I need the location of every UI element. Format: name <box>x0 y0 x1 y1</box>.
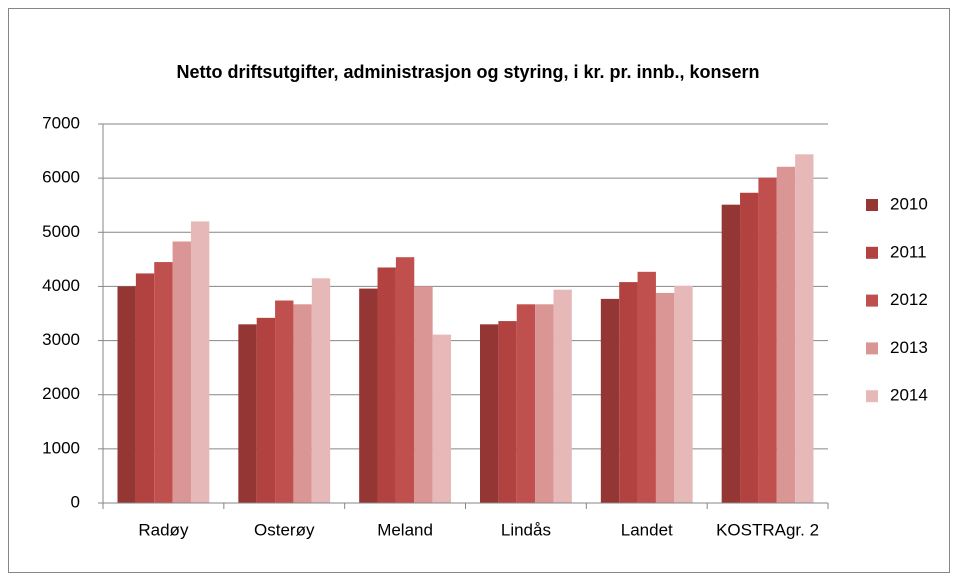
y-tick-label: 2000 <box>42 384 80 403</box>
bar <box>516 304 536 503</box>
legend-label: 2010 <box>890 194 928 213</box>
bar <box>172 241 191 504</box>
bar <box>293 304 312 503</box>
bar <box>600 298 620 503</box>
bar <box>359 288 378 503</box>
x-tick-label: Meland <box>377 520 433 539</box>
bar <box>674 285 693 503</box>
y-tick-label: 7000 <box>42 113 80 132</box>
y-tick-label: 0 <box>71 492 80 511</box>
bar <box>795 154 814 503</box>
bar <box>535 304 554 503</box>
x-tick-label: Landet <box>621 520 673 539</box>
legend-swatch <box>866 294 878 307</box>
legend-label: 2011 <box>890 242 927 261</box>
bar <box>498 321 517 503</box>
legend-swatch <box>866 390 878 403</box>
bar <box>553 289 572 503</box>
bar <box>311 278 331 503</box>
legend-swatch <box>866 199 878 211</box>
x-tick-label: Lindås <box>501 520 551 539</box>
bar <box>619 282 638 503</box>
bar <box>655 292 675 503</box>
legend-label: 2012 <box>890 290 928 309</box>
bar <box>135 273 155 503</box>
x-tick-label: KOSTRAgr. 2 <box>716 520 819 539</box>
bar <box>154 262 173 503</box>
bar <box>721 204 741 503</box>
bar <box>432 334 451 503</box>
chart-title: Netto driftsutgifter, administrasjon og … <box>176 62 759 82</box>
bar <box>275 300 294 503</box>
bar <box>776 166 796 503</box>
y-tick-label: 1000 <box>42 438 80 457</box>
bar <box>117 286 136 503</box>
bar <box>190 221 210 503</box>
legend-swatch <box>866 342 878 355</box>
y-tick-label: 4000 <box>42 276 80 295</box>
legend-label: 2014 <box>890 386 928 405</box>
y-tick-label: 3000 <box>42 330 80 349</box>
bar <box>414 286 433 503</box>
x-tick-label: Radøy <box>138 520 189 539</box>
bar <box>377 267 396 503</box>
legend-swatch <box>866 246 878 259</box>
bar <box>395 257 415 503</box>
bar <box>238 324 257 503</box>
bar <box>740 192 759 504</box>
bar <box>758 177 777 503</box>
bar <box>637 271 656 503</box>
legend-label: 2013 <box>890 338 928 357</box>
x-tick-label: Osterøy <box>254 520 315 539</box>
bar <box>256 317 276 503</box>
bar <box>480 324 499 503</box>
y-tick-label: 5000 <box>42 222 80 241</box>
y-tick-label: 6000 <box>42 168 80 187</box>
